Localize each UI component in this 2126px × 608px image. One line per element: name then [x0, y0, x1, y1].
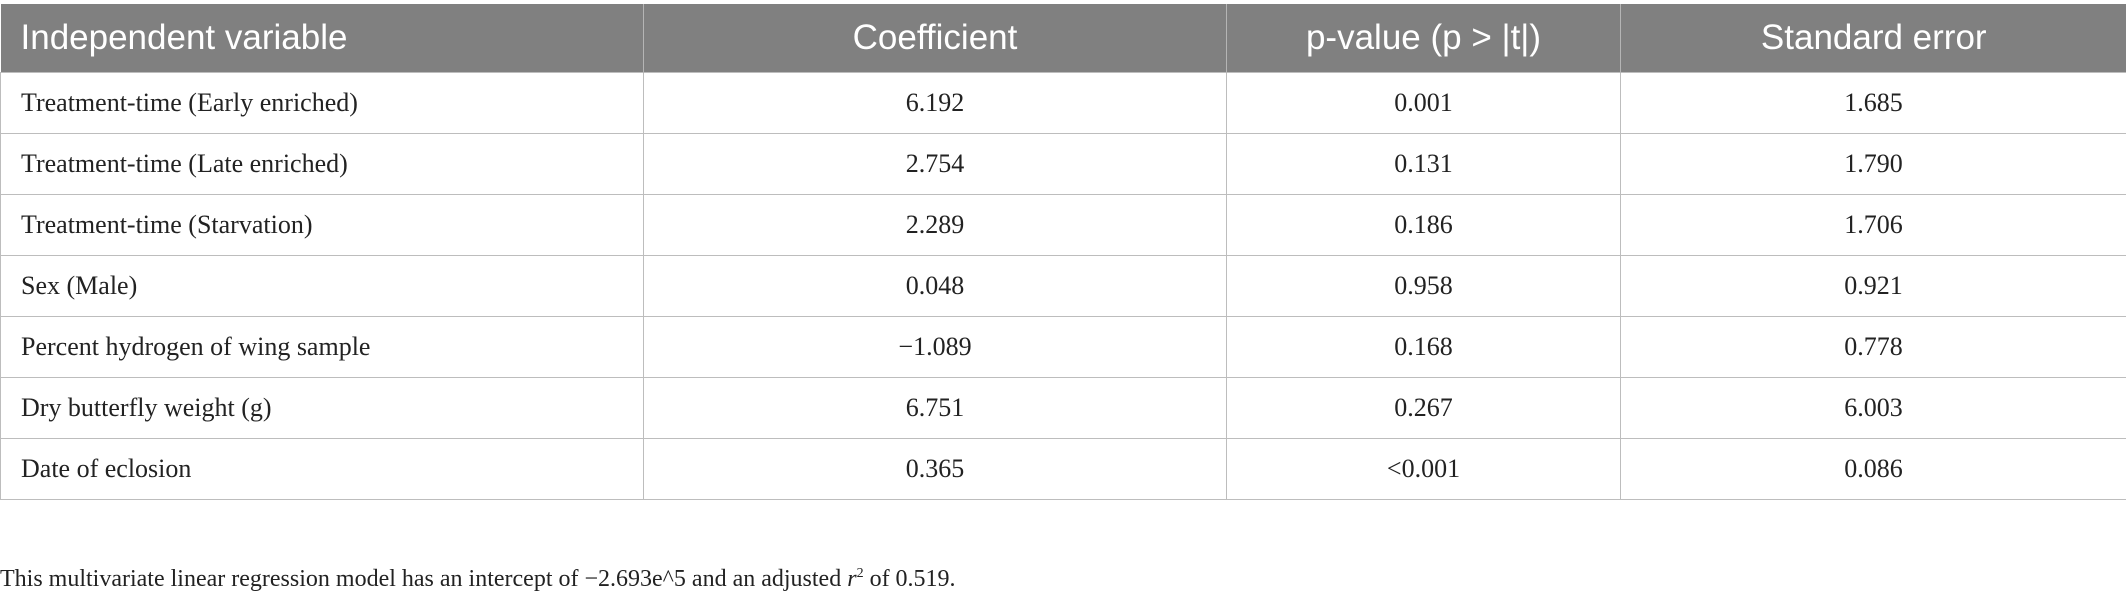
table-row: Percent hydrogen of wing sample −1.089 0.1… — [0, 316, 2126, 378]
table-row: Date of eclosion 0.365 <0.001 0.086 — [0, 438, 2126, 500]
table-cell: Dry butterfly weight (g) — [0, 377, 644, 439]
table-row: Dry butterfly weight (g) 6.751 0.267 6.003 — [0, 377, 2126, 439]
table-cell: Date of eclosion — [0, 438, 644, 500]
table-cell: 6.003 — [1620, 377, 2126, 439]
table-cell: <0.001 — [1226, 438, 1621, 500]
footnote-text: This multivariate linear regression mode… — [0, 566, 848, 592]
table-cell: 1.790 — [1620, 133, 2126, 195]
table-cell: 0.958 — [1226, 255, 1621, 317]
table-cell: 0.365 — [643, 438, 1227, 500]
table-cell: 6.751 — [643, 377, 1227, 439]
table-cell: 0.778 — [1620, 316, 2126, 378]
table-cell: 0.186 — [1226, 194, 1621, 256]
footnote-symbol: r — [847, 566, 857, 592]
table-cell: Treatment-time (Early enriched) — [0, 72, 644, 134]
regression-table: Independent variable Coefficient p-value (… — [0, 4, 2126, 500]
table-cell: 0.267 — [1226, 377, 1621, 439]
table-cell: −1.089 — [643, 316, 1227, 378]
table-cell: Sex (Male) — [0, 255, 644, 317]
table-cell: 1.685 — [1620, 72, 2126, 134]
table-row: Sex (Male) 0.048 0.958 0.921 — [0, 255, 2126, 317]
table-row: Treatment-time (Starvation) 2.289 0.186 1.7… — [0, 194, 2126, 256]
header-cell: Independent variable — [0, 4, 644, 73]
table-cell: 2.754 — [643, 133, 1227, 195]
footnote: This multivariate linear regression mode… — [0, 566, 956, 593]
table-body: Treatment-time (Early enriched) 6.192 0.00… — [0, 72, 2126, 500]
table-cell: 0.921 — [1620, 255, 2126, 317]
footnote-text: of 0.519. — [863, 566, 956, 592]
table-cell: Treatment-time (Starvation) — [0, 194, 644, 256]
header-cell: Coefficient — [643, 4, 1227, 73]
table-cell: 2.289 — [643, 194, 1227, 256]
footnote-superscript: 2 — [856, 566, 864, 581]
table-cell: Percent hydrogen of wing sample — [0, 316, 644, 378]
table-row: Treatment-time (Early enriched) 6.192 0.00… — [0, 72, 2126, 134]
header-cell: Standard error — [1620, 4, 2126, 73]
table-cell: 0.048 — [643, 255, 1227, 317]
table-cell: Treatment-time (Late enriched) — [0, 133, 644, 195]
table-cell: 6.192 — [643, 72, 1227, 134]
header-cell: p-value (p > |t|) — [1226, 4, 1621, 73]
header-row: Independent variable Coefficient p-value (… — [0, 4, 2126, 73]
table-cell: 0.131 — [1226, 133, 1621, 195]
table-cell: 0.001 — [1226, 72, 1621, 134]
table-cell: 0.086 — [1620, 438, 2126, 500]
table-row: Treatment-time (Late enriched) 2.754 0.131… — [0, 133, 2126, 195]
table-cell: 0.168 — [1226, 316, 1621, 378]
table-cell: 1.706 — [1620, 194, 2126, 256]
